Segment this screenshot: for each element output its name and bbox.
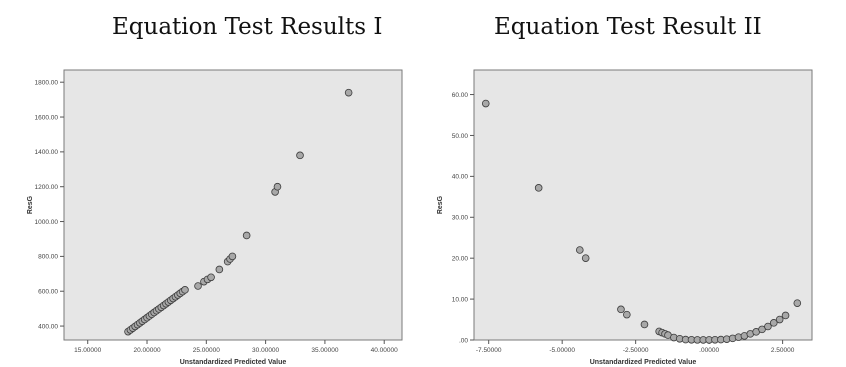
data-point	[534, 184, 543, 192]
x-tick-label: .00000	[699, 347, 719, 354]
y-tick-label: 20.00	[452, 255, 469, 262]
y-tick-label: 1400.00	[35, 149, 59, 156]
data-point	[617, 305, 625, 314]
y-tick-label: 400.00	[38, 323, 58, 330]
x-tick-label: 25.00000	[193, 347, 220, 354]
data-point	[481, 99, 490, 108]
data-point	[215, 265, 224, 274]
y-axis-label: ResG	[437, 195, 444, 214]
y-tick-label: 600.00	[38, 289, 58, 296]
data-point	[769, 319, 778, 327]
data-point	[207, 273, 215, 282]
x-tick-label: 20.00000	[133, 347, 160, 354]
y-tick-label: 1200.00	[35, 184, 59, 191]
data-point	[194, 282, 202, 290]
y-axis-label: ResG	[27, 195, 34, 214]
x-tick-label: 30.00000	[252, 347, 279, 354]
y-tick-label: 60.00	[452, 92, 469, 99]
x-axis-label: Unstandardized Predicted Value	[180, 359, 287, 366]
data-point	[623, 310, 631, 319]
y-tick-label: 10.00	[452, 296, 469, 303]
data-point	[781, 311, 790, 320]
plot-area	[473, 69, 813, 341]
chart-title-right: Equation Test Result II	[494, 14, 762, 40]
y-tick-label: .00	[459, 337, 468, 344]
x-tick-label: -7.50000	[476, 347, 502, 354]
data-point	[764, 322, 772, 331]
y-tick-label: 30.00	[452, 215, 469, 222]
data-point	[775, 315, 784, 324]
x-tick-label: 40.00000	[371, 347, 398, 354]
y-tick-label: 1600.00	[35, 114, 59, 121]
y-tick-label: 40.00	[452, 174, 469, 181]
x-tick-label: 35.00000	[311, 347, 338, 354]
data-point	[181, 286, 189, 294]
scatter-chart-1: 15.00000 20.00000 25.00000 30.00000 35.00000…	[27, 69, 403, 366]
data-point	[581, 254, 590, 262]
data-point	[640, 320, 649, 329]
data-point	[242, 231, 251, 240]
y-tick-label: 50.00	[452, 133, 469, 140]
data-point	[793, 299, 802, 307]
y-tick-label: 1800.00	[35, 79, 59, 86]
y-tick-label: 800.00	[38, 254, 58, 261]
x-tick-label: -5.00000	[549, 347, 575, 354]
y-tick-label: 1000.00	[35, 219, 59, 226]
x-axis-label: Unstandardized Predicted Value	[590, 359, 697, 366]
plot-area	[63, 69, 403, 341]
x-tick-label: 15.00000	[74, 347, 101, 354]
x-tick-label: -2.50000	[623, 347, 649, 354]
x-tick-label: 2.50000	[771, 347, 795, 354]
scatter-chart-2: -7.50000 -5.00000 -2.50000 .00000 2.50000 .00…	[437, 69, 813, 366]
data-point	[273, 182, 282, 191]
data-point	[576, 246, 584, 254]
data-point	[228, 252, 237, 261]
data-point	[344, 88, 353, 97]
data-point	[296, 151, 304, 160]
chart-title-left: Equation Test Results I	[112, 14, 383, 40]
